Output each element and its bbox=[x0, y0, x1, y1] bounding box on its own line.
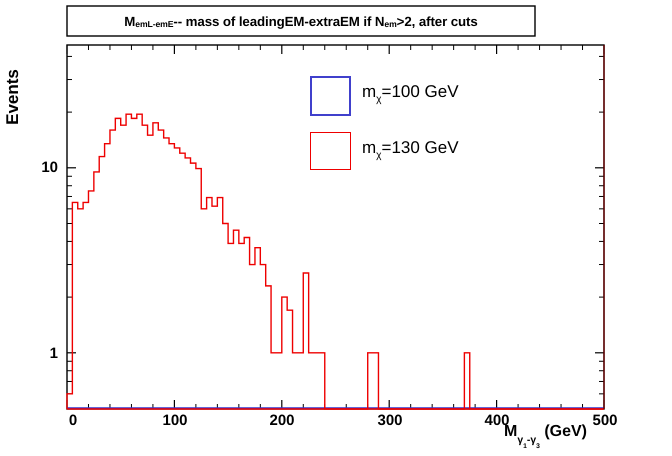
svg-text:Events: Events bbox=[3, 69, 22, 125]
